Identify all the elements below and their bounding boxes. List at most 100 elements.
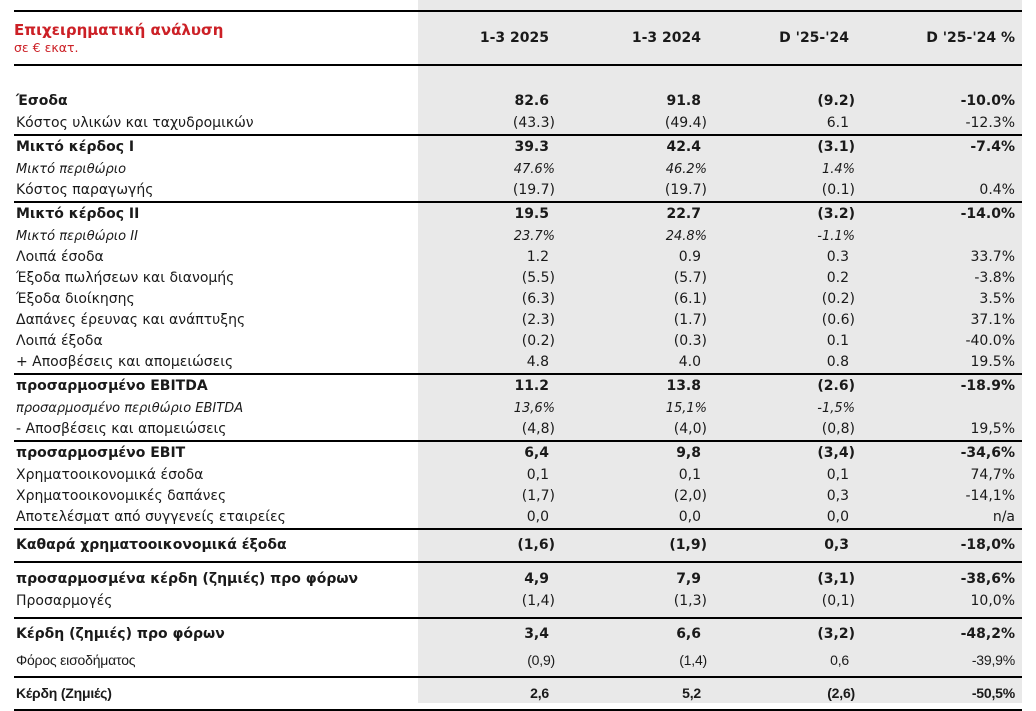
row-value: 19.5% (970, 354, 1015, 370)
row-value: (2,0) (673, 488, 707, 504)
table-subtitle: σε € εκατ. (14, 39, 79, 55)
row-value: -12.3% (965, 115, 1015, 131)
row-value: -40.0% (965, 333, 1015, 349)
row-value: (0.3) (673, 333, 707, 349)
table-section: Κέρδη (Ζημιές) 2,6 5,2 (2,6) -50,5% (14, 676, 1022, 709)
row-value: 4,9 (524, 571, 549, 587)
row-value: -10.0% (960, 93, 1015, 109)
row-value: (0.2) (821, 291, 855, 307)
row-value: 4.0 (678, 354, 701, 370)
row-value: 0.8 (826, 354, 849, 370)
row-value: (3,1) (817, 571, 855, 587)
row-value: 0,0 (678, 509, 701, 525)
row-value: 0,3 (826, 488, 849, 504)
numeric-columns-highlight-band (418, 0, 1022, 703)
table-section: προσαρμοσμένα κέρδη (ζημιές) προ φόρων 4,… (14, 561, 1022, 617)
row-value: (5.5) (521, 270, 555, 286)
row-value: 6,6 (676, 626, 701, 642)
table-row: προσαρμοσμένο EBIT 6,4 9,8 (3,4) -34,6% (14, 442, 1022, 465)
row-label: Λοιπά έξοδα (16, 333, 103, 349)
row-label: - Αποσβέσεις και απομειώσεις (16, 421, 227, 437)
row-value: 22.7 (666, 206, 701, 222)
row-label: προσαρμοσμένα κέρδη (ζημιές) προ φόρων (16, 571, 359, 587)
table-row: Αποτελέσματ από συγγενείς εταιρείες 0,0 0,… (14, 507, 1022, 528)
row-value (860, 159, 1022, 180)
table-row: Δαπάνες έρευνας και ανάπτυξης (2.3) (1.7) (… (14, 310, 1022, 331)
row-value: -48,2% (960, 626, 1015, 642)
row-label: προσαρμοσμένο περιθώριο EBITDA (16, 401, 244, 416)
row-value: 0,0 (826, 509, 849, 525)
row-value: 0.2 (826, 270, 849, 286)
column-header-1-3-2025: 1-3 2025 (479, 30, 549, 46)
row-value: (1,9) (669, 537, 707, 553)
row-value: 42.4 (666, 139, 701, 155)
row-value: 3.5% (979, 291, 1015, 307)
row-value: (49.4) (664, 115, 707, 131)
row-value: (19.7) (664, 182, 707, 198)
table-section: Μικτό κέρδος Ι 39.3 42.4 (3.1) -7.4% Μικτό πε… (14, 134, 1022, 201)
row-value: (6.1) (673, 291, 707, 307)
row-label: + Αποσβέσεις και απομειώσεις (16, 354, 234, 370)
row-value: -38,6% (960, 571, 1015, 587)
table-row: Προσαρμογές (1,4) (1,3) (0,1) 10,0% (14, 591, 1022, 617)
row-value: 19,5% (970, 421, 1015, 437)
row-value: 6,4 (524, 445, 549, 461)
table-section: Έσοδα 82.6 91.8 (9.2) -10.0% Κόστος υλικών κα… (14, 66, 1022, 134)
row-value: 82.6 (514, 93, 549, 109)
row-value: (3.2) (817, 206, 855, 222)
row-value: 33.7% (970, 249, 1015, 265)
row-label: Μικτό κέρδος Ι (16, 139, 135, 155)
row-value: 0.4% (979, 182, 1015, 198)
table-section: Κέρδη (ζημιές) προ φόρων 3,4 6,6 (3,2) -48,2… (14, 617, 1022, 676)
row-value: 1.2 (526, 249, 549, 265)
table-title: Επιχειρηματική ανάλυση (14, 20, 224, 39)
row-value: 0.1 (826, 333, 849, 349)
row-value: (2.6) (817, 378, 855, 394)
row-value: (1,4) (679, 652, 707, 668)
row-label: Φόρος εισοδήματος (16, 652, 136, 668)
table-row: Μικτό κέρδος ΙΙ 19.5 22.7 (3.2) -14.0% (14, 203, 1022, 226)
table-row: προσαρμοσμένο EBITDA 11.2 13.8 (2.6) -18.9% (14, 375, 1022, 398)
table-row: Λοιπά έσοδα 1.2 0.9 0.3 33.7% (14, 247, 1022, 268)
table-row: Έσοδα 82.6 91.8 (9.2) -10.0% (14, 90, 1022, 113)
row-value: -39,9% (971, 652, 1015, 668)
row-value: 10,0% (970, 593, 1015, 609)
row-value: (0.2) (521, 333, 555, 349)
row-value: (2,6) (827, 685, 855, 701)
row-value: -18.9% (960, 378, 1015, 394)
row-value: (2.3) (521, 312, 555, 328)
row-value: 9,8 (676, 445, 701, 461)
row-value: 0,6 (830, 652, 849, 668)
row-label: Κόστος υλικών και ταχυδρομικών (16, 115, 254, 131)
table-body: Έσοδα 82.6 91.8 (9.2) -10.0% Κόστος υλικών κα… (14, 66, 1022, 711)
row-value: (4,8) (521, 421, 555, 437)
row-value: 74,7% (970, 467, 1015, 483)
row-label: Δαπάνες έρευνας και ανάπτυξης (16, 312, 246, 328)
row-label: Καθαρά χρηματοοικονομικά έξοδα (16, 537, 287, 553)
row-value: -1.1% (817, 229, 855, 244)
table-row: + Αποσβέσεις και απομειώσεις 4.8 4.0 0.8 19.… (14, 352, 1022, 373)
row-label: Προσαρμογές (16, 593, 113, 609)
table-row: Κόστος υλικών και ταχυδρομικών (43.3) (49.… (14, 113, 1022, 134)
row-value: 3,4 (524, 626, 549, 642)
row-label: Έσοδα (16, 93, 68, 109)
row-value: n/a (992, 509, 1015, 525)
row-value: (3.1) (817, 139, 855, 155)
row-value: 23.7% (513, 229, 555, 244)
row-value: 0,1 (826, 467, 849, 483)
row-value: (0,1) (821, 593, 855, 609)
table-row: Κέρδη (ζημιές) προ φόρων 3,4 6,6 (3,2) -48,2… (14, 619, 1022, 650)
row-value: -14,1% (965, 488, 1015, 504)
row-value: 5,2 (682, 685, 701, 701)
row-value: 0,1 (526, 467, 549, 483)
table-row: Μικτό κέρδος Ι 39.3 42.4 (3.1) -7.4% (14, 136, 1022, 159)
table-section: Καθαρά χρηματοοικονομικά έξοδα (1,6) (1,9)… (14, 528, 1022, 561)
row-label: Χρηματοοικονομικές δαπάνες (16, 488, 227, 504)
row-label: Έξοδα διοίκησης (16, 291, 135, 307)
row-value: 0,3 (824, 537, 849, 553)
table-section: προσαρμοσμένο EBIT 6,4 9,8 (3,4) -34,6% Χρημα… (14, 440, 1022, 528)
row-value: 24.8% (665, 229, 707, 244)
table-row: Καθαρά χρηματοοικονομικά έξοδα (1,6) (1,9)… (14, 530, 1022, 561)
row-value: -14.0% (960, 206, 1015, 222)
row-value (860, 226, 1022, 247)
